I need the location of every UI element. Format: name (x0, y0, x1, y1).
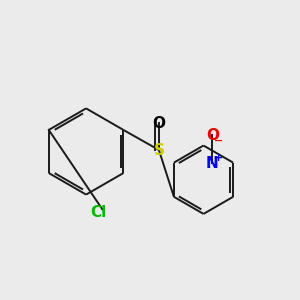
Text: O: O (152, 116, 165, 131)
Text: S: S (153, 142, 164, 158)
Text: O: O (206, 128, 219, 142)
Text: N: N (206, 156, 219, 171)
Text: Cl: Cl (90, 205, 106, 220)
Text: +: + (214, 153, 224, 163)
Text: −: − (214, 136, 224, 146)
